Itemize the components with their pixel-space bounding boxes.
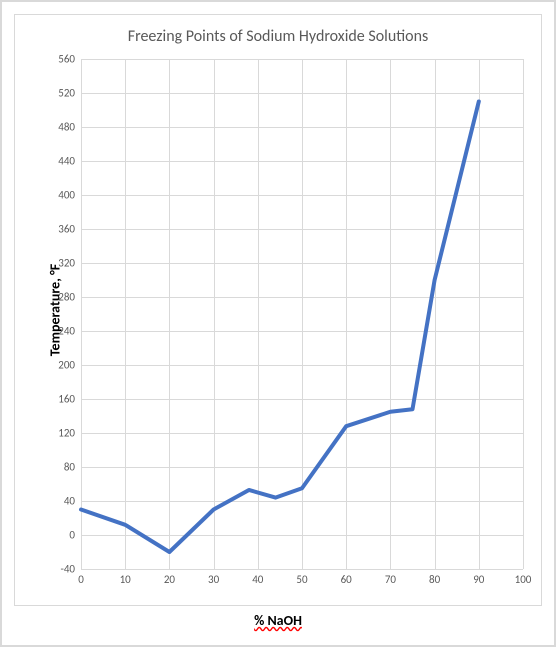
y-tick-label: 120 [58, 427, 81, 440]
x-axis-label: % NaOH [14, 612, 542, 629]
y-tick-label: 40 [64, 495, 81, 508]
x-tick-label: 60 [341, 569, 352, 586]
chart-card: Freezing Points of Sodium Hydroxide Solu… [14, 14, 542, 606]
x-tick-label: 70 [385, 569, 396, 586]
y-axis-label: Temperature, °F [47, 264, 64, 356]
x-tick-label: 30 [208, 569, 219, 586]
y-tick-label: 480 [58, 121, 81, 134]
y-tick-label: -40 [60, 563, 81, 576]
y-tick-label: 320 [58, 257, 81, 270]
outer-frame: Freezing Points of Sodium Hydroxide Solu… [0, 0, 556, 647]
y-tick-label: 200 [58, 359, 81, 372]
y-tick-label: 560 [58, 53, 81, 66]
gridline-vertical [523, 59, 524, 569]
y-tick-label: 520 [58, 87, 81, 100]
y-tick-label: 160 [58, 393, 81, 406]
line-series [81, 59, 523, 569]
x-tick-label: 100 [515, 569, 532, 586]
gridline-horizontal [81, 569, 523, 570]
x-tick-label: 20 [164, 569, 175, 586]
y-tick-label: 0 [69, 529, 81, 542]
y-tick-label: 360 [58, 223, 81, 236]
y-tick-label: 80 [64, 461, 81, 474]
y-tick-label: 440 [58, 155, 81, 168]
x-tick-label: 90 [473, 569, 484, 586]
plot-area: 0102030405060708090100-40040801201602002… [81, 59, 523, 569]
x-tick-label: 50 [296, 569, 307, 586]
x-tick-label: 40 [252, 569, 263, 586]
chart-title: Freezing Points of Sodium Hydroxide Solu… [15, 15, 541, 46]
x-tick-label: 80 [429, 569, 440, 586]
y-tick-label: 400 [58, 189, 81, 202]
y-tick-label: 280 [58, 291, 81, 304]
x-tick-label: 10 [120, 569, 131, 586]
y-tick-label: 240 [58, 325, 81, 338]
